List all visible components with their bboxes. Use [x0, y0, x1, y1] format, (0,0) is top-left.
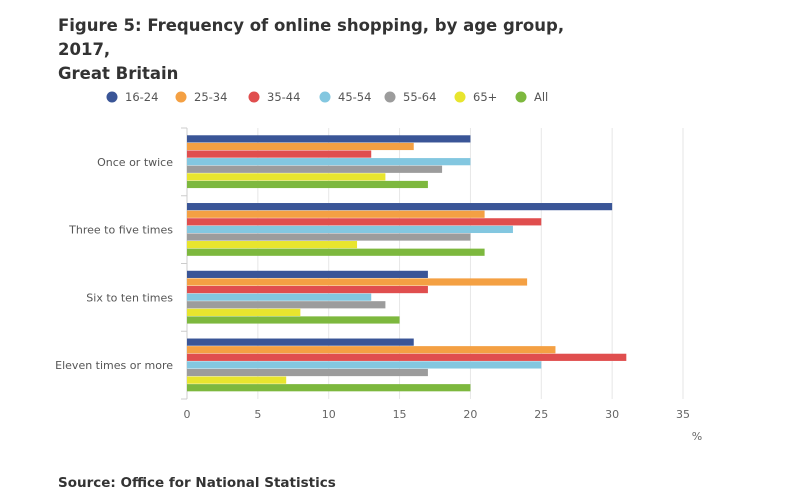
- bar-35-44-2: [187, 285, 428, 294]
- bar-45-54-2: [187, 293, 372, 301]
- legend-marker: [384, 91, 396, 103]
- legend-label: 25-34: [194, 90, 227, 104]
- legend-marker: [248, 91, 260, 103]
- bar-16-24-1: [187, 203, 613, 211]
- bar-55-64-2: [187, 301, 386, 309]
- bar-25-34-1: [187, 210, 485, 218]
- bar-55-64-0: [187, 165, 443, 173]
- x-tick-label: 10: [322, 408, 336, 421]
- title-line-2: Great Britain: [58, 64, 179, 83]
- bar-25-34-2: [187, 278, 528, 286]
- legend-marker: [319, 91, 331, 103]
- x-tick-label: 20: [463, 408, 477, 421]
- bar-35-44-0: [187, 150, 372, 158]
- legend-label: 45-54: [338, 90, 371, 104]
- legend-marker: [175, 91, 187, 103]
- x-axis-label: %: [692, 430, 702, 443]
- x-tick-label: 30: [605, 408, 619, 421]
- bar-All-0: [187, 180, 428, 189]
- bar-25-34-0: [187, 142, 414, 151]
- x-tick-label: 25: [534, 408, 548, 421]
- legend-label: 55-64: [403, 90, 436, 104]
- bar-All-2: [187, 316, 400, 324]
- bar-16-24-3: [187, 338, 414, 346]
- legend-label: 35-44: [267, 90, 300, 104]
- category-label: Six to ten times: [86, 291, 173, 304]
- bar-35-44-1: [187, 218, 542, 226]
- legend-label: 16-24: [125, 90, 158, 104]
- bar-55-64-3: [187, 368, 428, 377]
- chart-title: Figure 5: Frequency of online shopping, …: [58, 14, 618, 86]
- title-line-1: Figure 5: Frequency of online shopping, …: [58, 16, 565, 59]
- x-tick-label: 0: [184, 408, 191, 421]
- bar-65+-2: [187, 308, 301, 316]
- bar-65+-3: [187, 376, 287, 384]
- bar-35-44-3: [187, 353, 627, 361]
- category-label: Once or twice: [97, 156, 173, 169]
- bar-45-54-0: [187, 158, 471, 166]
- bar-16-24-2: [187, 270, 428, 278]
- x-tick-label: 35: [676, 408, 690, 421]
- bar-45-54-3: [187, 361, 542, 369]
- legend-marker: [515, 91, 527, 103]
- legend-marker: [454, 91, 466, 103]
- category-label: Three to five times: [68, 224, 173, 237]
- bar-45-54-1: [187, 225, 513, 234]
- legend-label: 65+: [473, 90, 497, 104]
- bar-All-3: [187, 384, 471, 392]
- legend-label: All: [534, 90, 548, 104]
- bar-All-1: [187, 248, 485, 256]
- legend-marker: [106, 91, 118, 103]
- x-tick-label: 5: [254, 408, 261, 421]
- bar-25-34-3: [187, 346, 556, 354]
- bar-chart: 0 5 10 15 20 25 30 35% Once or twice Three to fiv…: [55, 90, 702, 443]
- source-note: Source: Office for National Statistics: [58, 475, 336, 491]
- category-label: Eleven times or more: [55, 359, 173, 372]
- bar-65+-1: [187, 241, 358, 249]
- bar-65+-0: [187, 173, 386, 181]
- bar-16-24-0: [187, 135, 471, 143]
- bar-55-64-1: [187, 233, 471, 241]
- x-tick-label: 15: [393, 408, 407, 421]
